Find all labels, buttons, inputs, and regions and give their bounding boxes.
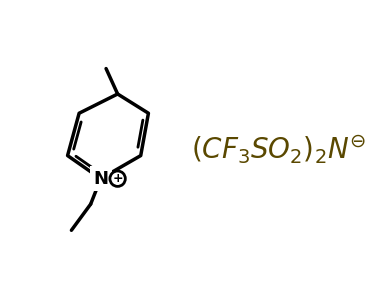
Text: N: N [93, 170, 108, 188]
Text: +: + [112, 172, 123, 185]
Circle shape [110, 171, 125, 186]
Text: $(CF_3SO_2)_2N^{\ominus}$: $(CF_3SO_2)_2N^{\ominus}$ [191, 134, 366, 166]
